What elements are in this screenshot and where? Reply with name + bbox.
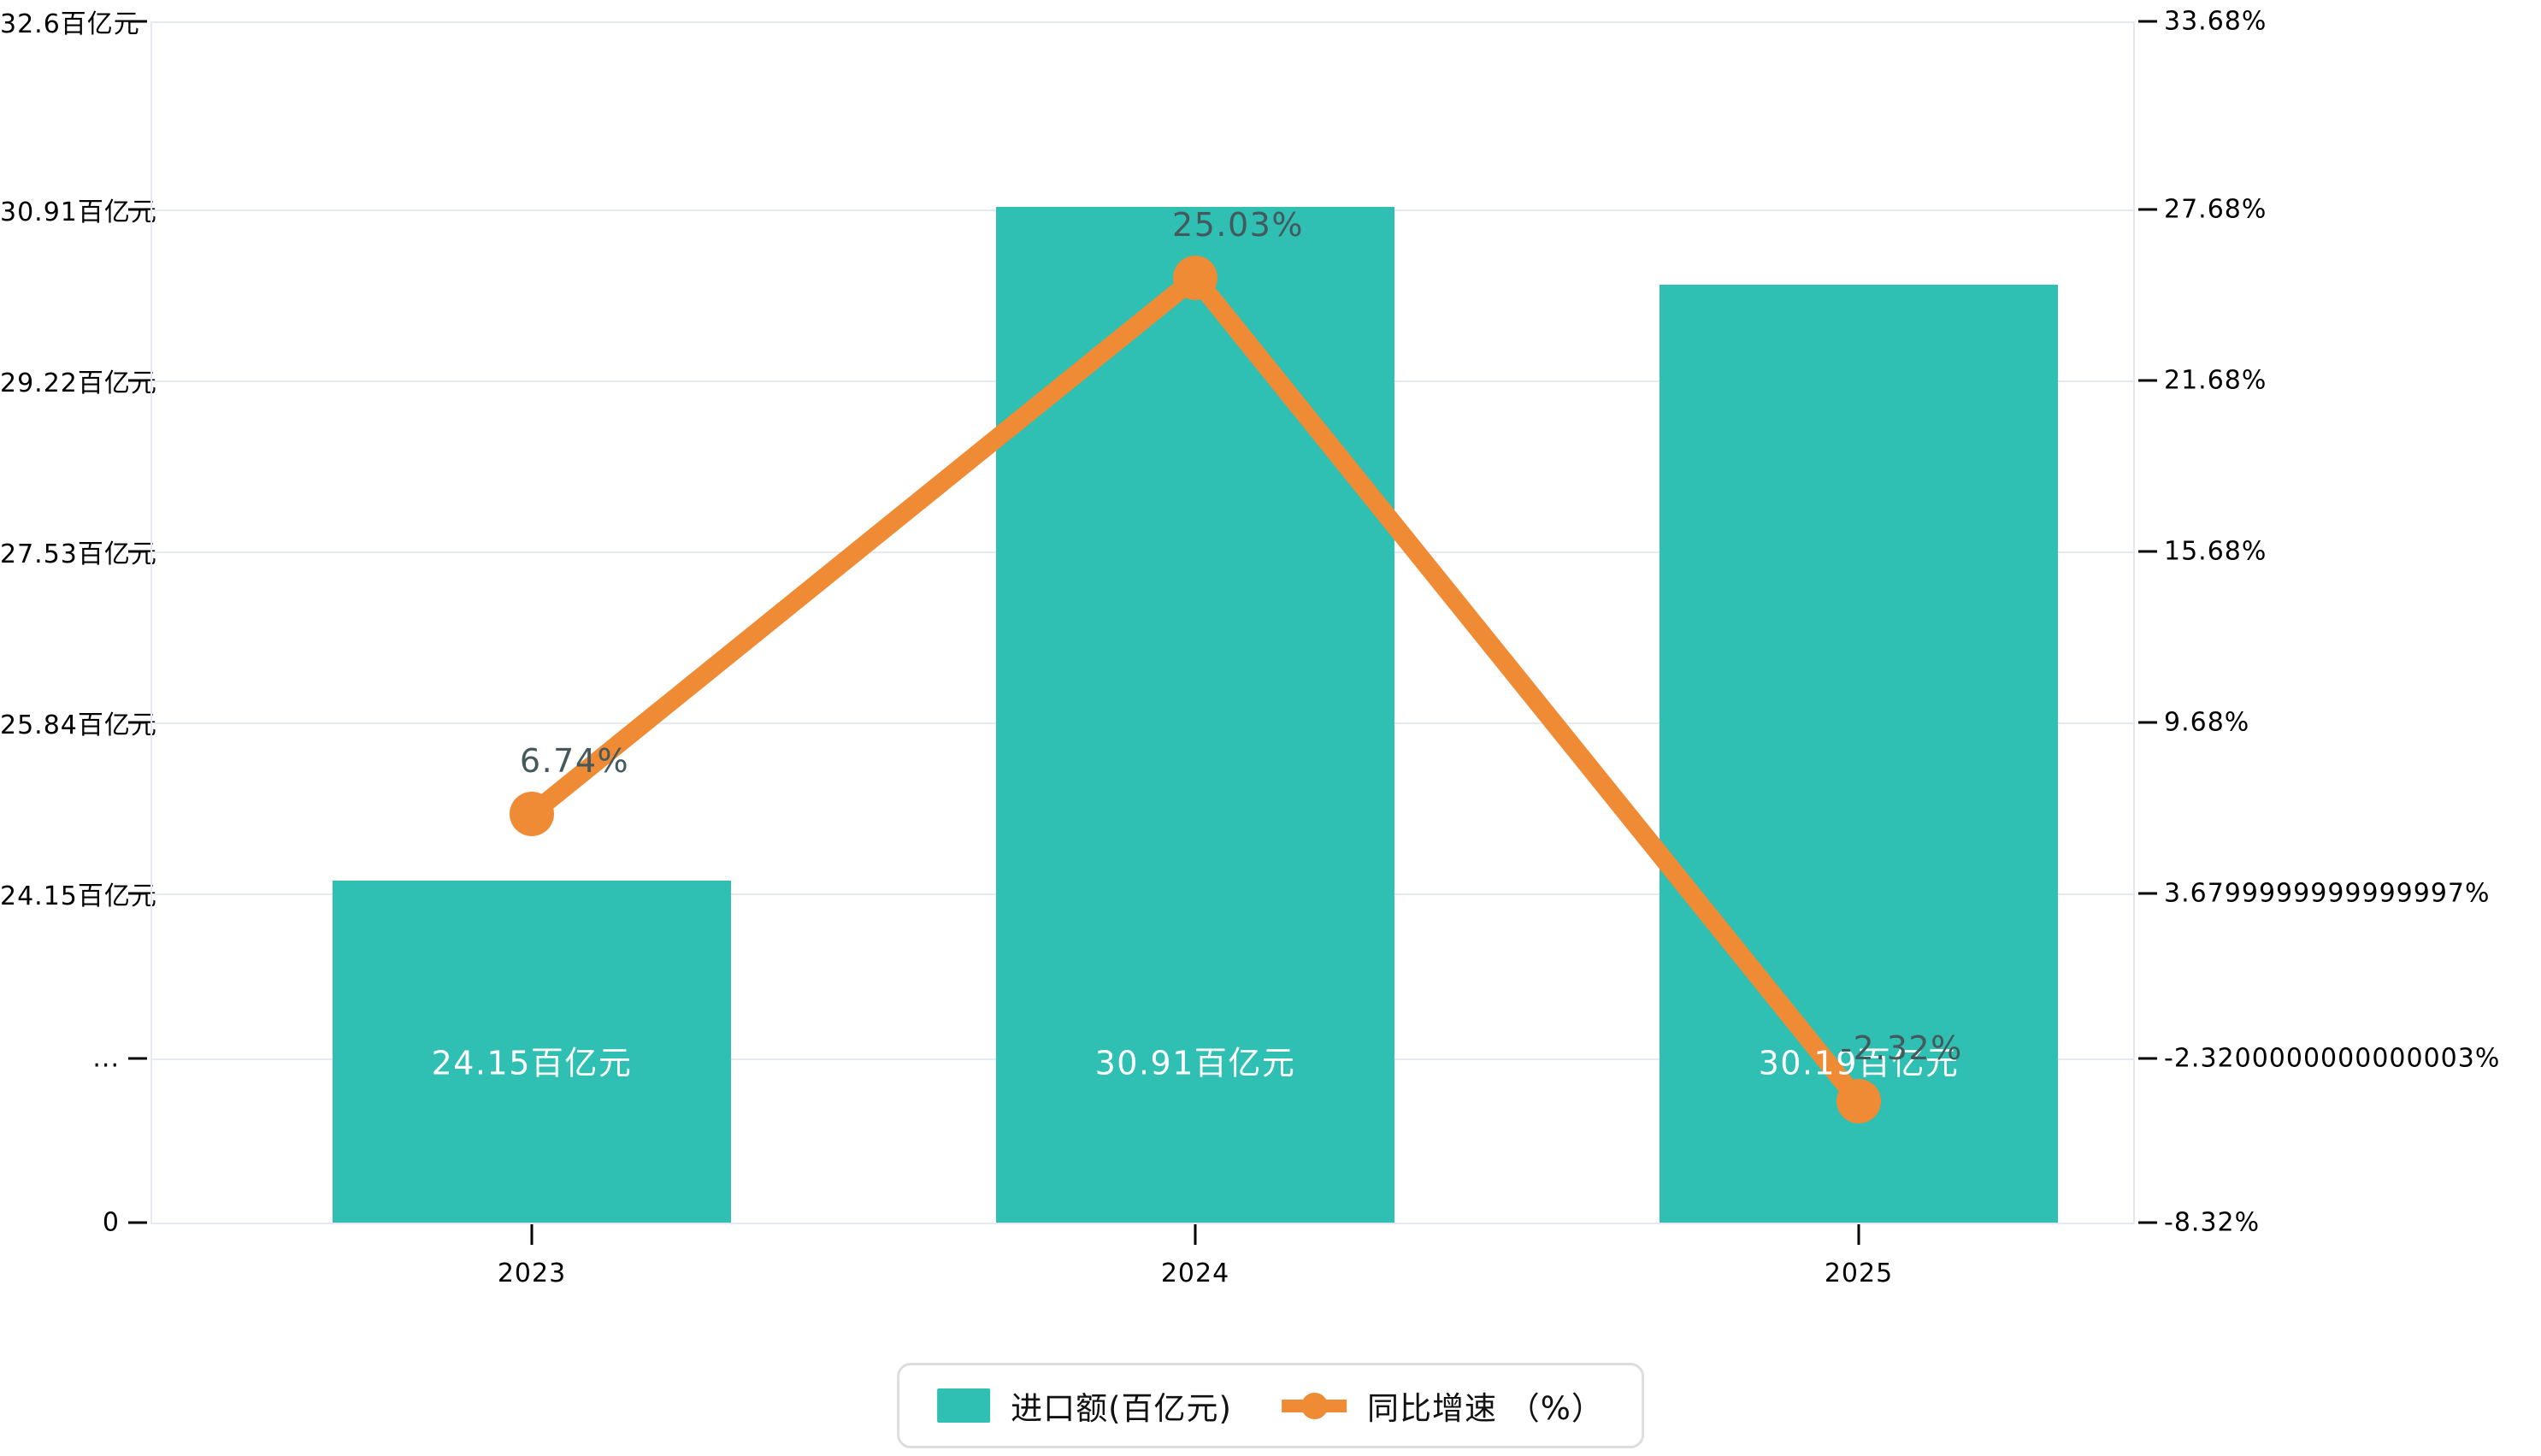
y-axis-right-label: 21.68% <box>2164 365 2267 396</box>
legend-item-label: 同比增速 （%） <box>1366 1390 1604 1427</box>
x-axis-tick <box>1194 1224 1197 1245</box>
y-axis-left-label: 24.15百亿元 <box>0 881 157 911</box>
x-axis-tick <box>1857 1224 1860 1245</box>
y-axis-left-label: 30.91百亿元 <box>0 197 157 227</box>
y-axis-left-tick <box>128 208 147 211</box>
y-axis-right-label: 9.68% <box>2164 707 2250 738</box>
y-axis-right-label: -8.32% <box>2164 1207 2261 1238</box>
y-axis-right-tick <box>2138 379 2157 382</box>
line-marker[interactable] <box>1836 1079 1881 1123</box>
gridline <box>150 21 2135 23</box>
y-axis-left-tick <box>128 892 147 895</box>
y-axis-right-tick <box>2138 1057 2157 1060</box>
y-axis-left-tick <box>128 721 147 724</box>
bar-value-label: 24.15百亿元 <box>431 1044 633 1082</box>
y-axis-left-label: 27.53百亿元 <box>0 539 157 569</box>
plot-right-border <box>2133 21 2135 1223</box>
chart-legend[interactable]: 进口额(百亿元) 同比增速 （%） <box>897 1363 1644 1448</box>
x-axis-tick <box>530 1224 534 1245</box>
y-axis-right-label: 15.68% <box>2164 536 2267 567</box>
y-axis-right-tick <box>2138 20 2157 23</box>
y-axis-left-tick <box>128 1057 147 1060</box>
line-marker[interactable] <box>1173 256 1217 300</box>
y-axis-left-label: 32.6百亿元 <box>0 9 140 39</box>
y-axis-right-label: 27.68% <box>2164 194 2267 225</box>
bar-value-label: 30.19百亿元 <box>1758 1044 1960 1082</box>
bar[interactable] <box>333 881 731 1223</box>
line-series-layer <box>510 256 1881 1123</box>
plot-area: 24.15百亿元 30.91百亿元 30.19百亿元 6.74% 25.03% -2.3… <box>150 21 2135 1224</box>
y-axis-right-tick <box>2138 1221 2157 1224</box>
bar-value-label: 30.91百亿元 <box>1094 1044 1296 1082</box>
y-axis-right-tick <box>2138 721 2157 724</box>
y-axis-right-label: -2.3200000000000003% <box>2164 1043 2501 1074</box>
y-axis-left-label: 0 <box>102 1207 120 1238</box>
y-axis-left-tick <box>128 1221 147 1224</box>
legend-item-bar[interactable]: 进口额(百亿元) <box>937 1382 1232 1429</box>
y-axis-right-tick <box>2138 892 2157 895</box>
line-value-label: -2.32% <box>1840 1029 1963 1067</box>
x-axis-label: 2025 <box>1824 1259 1894 1288</box>
bar[interactable] <box>1660 285 2058 1223</box>
plot-left-border <box>150 21 152 1223</box>
x-axis-label: 2024 <box>1160 1259 1230 1288</box>
y-axis-right-tick <box>2138 208 2157 211</box>
line-value-label: 25.03% <box>1172 206 1304 244</box>
y-axis-left-tick <box>128 379 147 382</box>
y-axis-left-label: ... <box>92 1043 120 1074</box>
y-axis-left-tick <box>128 20 147 23</box>
legend-item-label: 进口额(百亿元) <box>1011 1390 1232 1427</box>
legend-bar-swatch-icon <box>937 1388 991 1423</box>
y-axis-left-label: 25.84百亿元 <box>0 710 157 740</box>
y-axis-right-tick <box>2138 550 2157 553</box>
y-axis-right-label: 3.6799999999999997% <box>2164 878 2491 909</box>
y-axis-left-label: 29.22百亿元 <box>0 368 157 398</box>
line-path <box>522 268 1868 1111</box>
line-marker[interactable] <box>510 792 554 836</box>
legend-line-swatch-icon <box>1281 1388 1347 1423</box>
y-axis-left-tick <box>128 550 147 553</box>
legend-item-line[interactable]: 同比增速 （%） <box>1281 1382 1604 1429</box>
y-axis-right-label: 33.68% <box>2164 6 2267 37</box>
line-value-label: 6.74% <box>519 742 630 780</box>
x-axis-label: 2023 <box>497 1259 567 1288</box>
gridline <box>150 1223 2135 1224</box>
